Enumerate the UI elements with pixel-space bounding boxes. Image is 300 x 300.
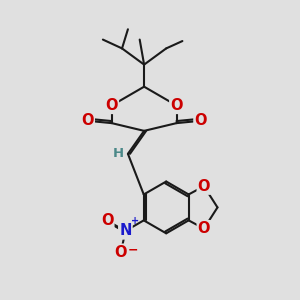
Text: +: + [131, 216, 140, 226]
Text: O: O [198, 179, 210, 194]
Text: H: H [113, 147, 124, 160]
Text: O: O [194, 113, 207, 128]
Text: O: O [106, 98, 118, 113]
Text: O: O [101, 213, 113, 228]
Text: −: − [128, 244, 138, 256]
Text: O: O [115, 245, 127, 260]
Text: O: O [170, 98, 183, 113]
Text: O: O [81, 113, 94, 128]
Text: N: N [119, 224, 132, 238]
Text: O: O [198, 221, 210, 236]
